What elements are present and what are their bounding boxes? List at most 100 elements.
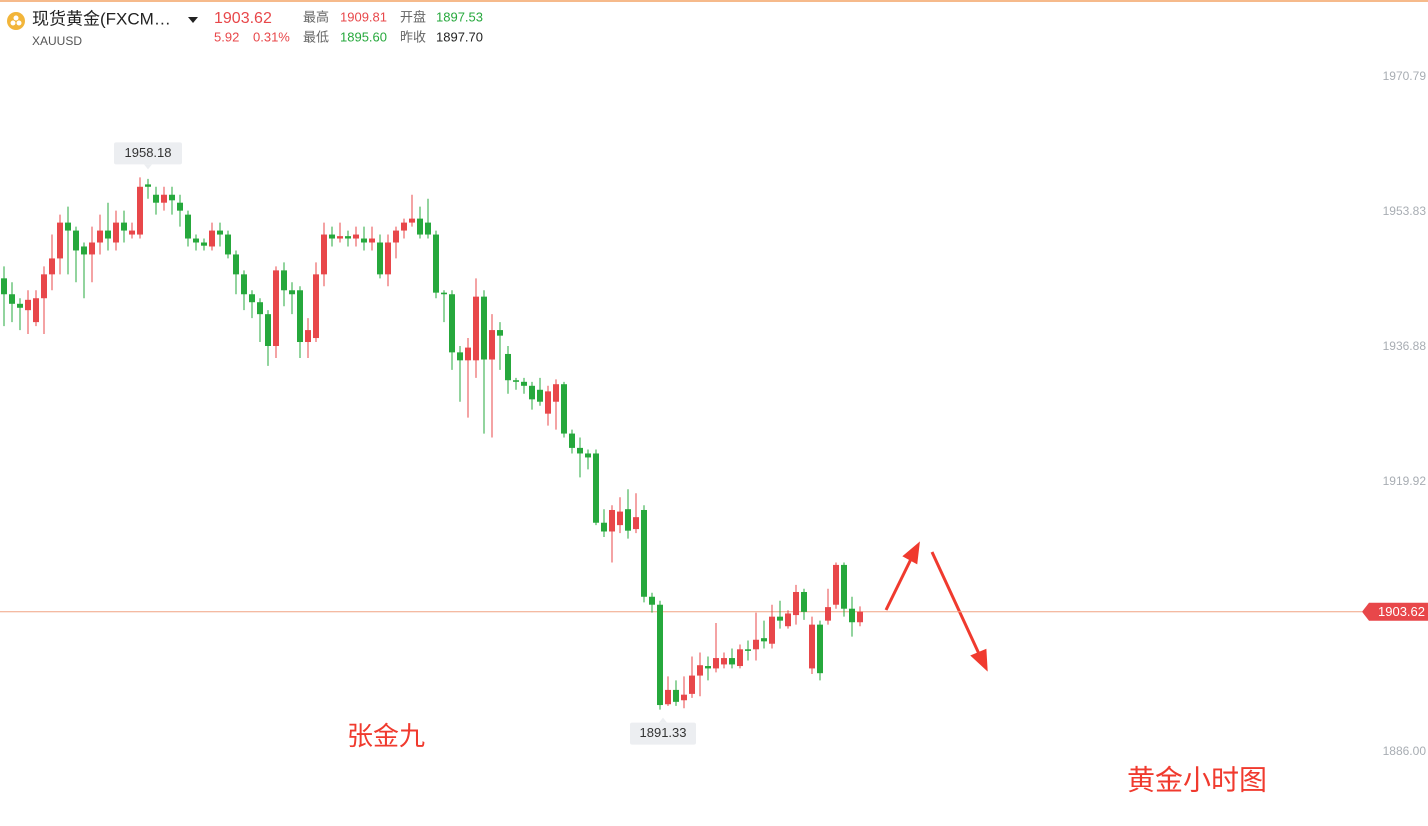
drawn-arrows	[884, 541, 988, 672]
price-tag	[1362, 602, 1428, 621]
candle-body	[713, 658, 719, 669]
arrow-down	[930, 551, 982, 657]
candle-body	[729, 658, 735, 665]
stat-label: 昨收	[400, 29, 426, 44]
candle-body	[457, 352, 463, 361]
candle-body	[561, 384, 567, 434]
candle-body	[793, 591, 799, 616]
candle-body	[585, 453, 591, 458]
arrow-head	[902, 541, 920, 565]
candle-body	[545, 391, 551, 414]
candle-body	[249, 294, 255, 303]
candle-body	[577, 447, 583, 454]
candle-body	[513, 380, 519, 382]
candle-body	[521, 381, 527, 386]
candle-body	[769, 616, 775, 644]
candle-body	[257, 302, 263, 315]
candle-body	[601, 522, 607, 532]
price-tag-label: 1903.62	[1378, 604, 1425, 619]
icon-dot	[16, 20, 22, 26]
min-label: 1891.33	[640, 725, 687, 740]
candle-body	[225, 234, 231, 255]
candle-body	[73, 230, 79, 251]
candle-body	[25, 299, 31, 311]
candle-body	[161, 194, 167, 203]
candle-body	[385, 242, 391, 275]
candle-body	[113, 222, 119, 243]
candle-body	[489, 330, 495, 360]
candle-body	[537, 389, 543, 402]
candle-body	[425, 222, 431, 235]
arrow-head	[970, 648, 988, 672]
candle-body	[89, 242, 95, 255]
candle-body	[121, 222, 127, 231]
symbol-name[interactable]: 现货黄金(FXCM…	[32, 9, 171, 28]
candle-body	[217, 230, 223, 235]
candle-body	[265, 314, 271, 346]
candle-body	[681, 694, 687, 701]
candle-body	[593, 453, 599, 523]
candle-body	[9, 294, 15, 304]
annotation: 黄金小时图	[1127, 764, 1267, 795]
candle-body	[625, 509, 631, 531]
symbol-icon	[7, 12, 25, 30]
candle-body	[817, 624, 823, 674]
candle-body	[209, 230, 215, 247]
candle-body	[233, 254, 239, 275]
stat-value: 1897.53	[436, 9, 483, 24]
candle-body	[609, 509, 615, 532]
candle-body	[369, 238, 375, 243]
candle-body	[185, 214, 191, 239]
candle-body	[145, 184, 151, 187]
candle-body	[433, 234, 439, 293]
candle-body	[401, 222, 407, 231]
candle-body	[449, 294, 455, 353]
candle-body	[305, 330, 311, 343]
candle-body	[57, 222, 63, 259]
symbol-code: XAUUSD	[32, 34, 82, 48]
candle-body	[825, 607, 831, 621]
candle-body	[705, 666, 711, 669]
candle-body	[273, 270, 279, 346]
candle-body	[65, 222, 71, 231]
candle-body	[753, 639, 759, 650]
stat-value: 1909.81	[340, 9, 387, 24]
candle-body	[633, 517, 639, 530]
candle-body	[657, 604, 663, 706]
change: 5.92	[214, 29, 239, 44]
price: 1903.62	[214, 10, 272, 27]
stat-label: 最高	[303, 9, 329, 24]
stat-label: 最低	[303, 29, 329, 44]
y-tick-label: 1886.00	[1383, 744, 1427, 758]
min-label-pointer	[659, 717, 667, 723]
candle-body	[465, 347, 471, 361]
candle-body	[377, 242, 383, 275]
candle-body	[857, 611, 863, 623]
min-label-box	[630, 722, 696, 745]
candle-body	[177, 202, 183, 211]
candle-body	[745, 649, 751, 651]
y-tick-label: 1970.79	[1383, 69, 1427, 83]
candle-body	[345, 236, 351, 239]
candle-body	[737, 649, 743, 667]
candle-body	[665, 689, 671, 705]
candle-body	[153, 194, 159, 203]
candle-body	[785, 613, 791, 627]
candle-body	[833, 564, 839, 605]
candle-body	[169, 194, 175, 201]
candle-body	[697, 665, 703, 676]
dropdown[interactable]	[188, 17, 198, 23]
candle-body	[297, 290, 303, 343]
y-tick-label: 1953.83	[1383, 204, 1427, 218]
stat-value: 1897.70	[436, 29, 483, 44]
candle-body	[329, 234, 335, 239]
candle-body	[353, 234, 359, 239]
candle-body	[409, 218, 415, 223]
candle-body	[473, 296, 479, 361]
candle-body	[393, 230, 399, 243]
candle-body	[641, 509, 647, 597]
max-label: 1958.18	[125, 145, 172, 160]
candle-body	[417, 218, 423, 235]
